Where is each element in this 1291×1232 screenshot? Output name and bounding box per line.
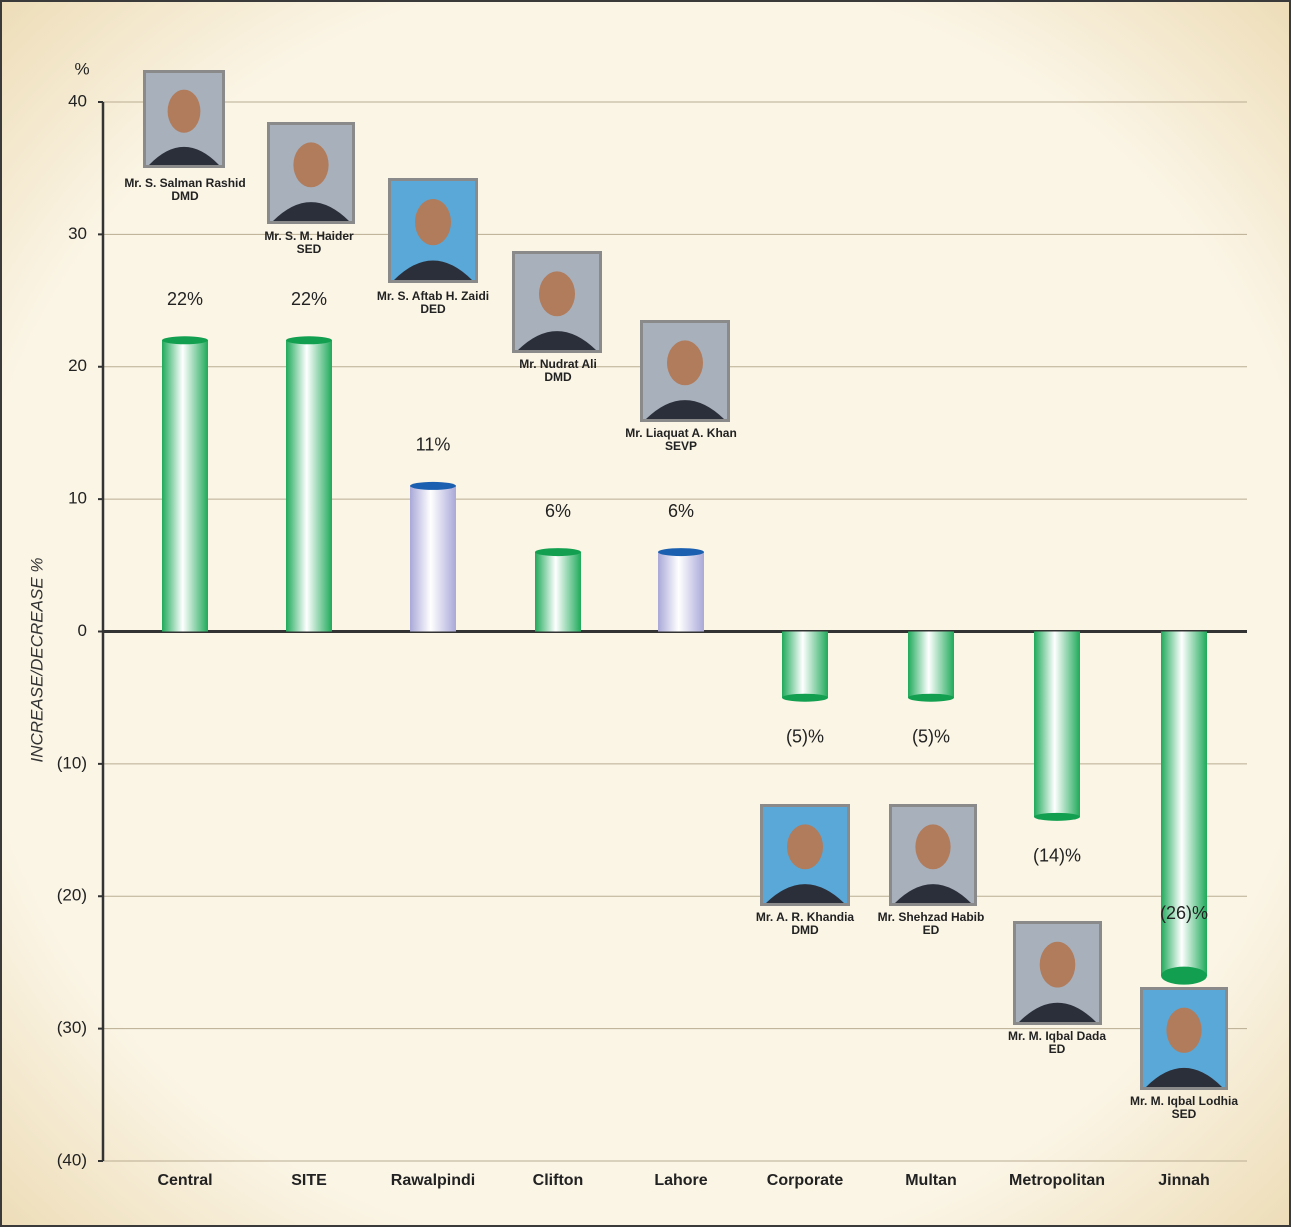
annotation-name: Mr. M. Iqbal Dada bbox=[1008, 1029, 1106, 1043]
bar-cap bbox=[658, 548, 704, 556]
value-label: 6% bbox=[545, 501, 571, 521]
portrait-face bbox=[1040, 942, 1076, 988]
y-tick-label: (40) bbox=[57, 1150, 87, 1169]
value-label: (5)% bbox=[786, 726, 824, 746]
bar bbox=[782, 632, 828, 698]
chart: % INCREASE/DECREASE % (40) (30) (20) (10) 0 1… bbox=[0, 0, 1291, 1227]
y-unit: % bbox=[74, 59, 89, 78]
value-label: 11% bbox=[416, 435, 451, 455]
annotation-title: DED bbox=[420, 302, 446, 316]
annotation-title: ED bbox=[1049, 1042, 1066, 1056]
value-label: 6% bbox=[668, 501, 694, 521]
portrait-face bbox=[539, 271, 575, 316]
bar-cap bbox=[410, 482, 456, 490]
value-label: 22% bbox=[291, 289, 327, 309]
value-label: (26)% bbox=[1160, 903, 1208, 923]
annotation-name: Mr. M. Iqbal Lodhia bbox=[1130, 1094, 1238, 1108]
y-axis-label: INCREASE/DECREASE % bbox=[27, 558, 46, 763]
bar-cap bbox=[1034, 813, 1080, 821]
annotation-title: DMD bbox=[791, 923, 819, 937]
x-tick-label: Clifton bbox=[533, 1172, 584, 1189]
value-label: (5)% bbox=[912, 726, 950, 746]
bar bbox=[908, 632, 954, 698]
bar bbox=[410, 486, 456, 632]
y-tick-label: 0 bbox=[78, 621, 87, 640]
portrait-face bbox=[1166, 1008, 1201, 1053]
bar-cap bbox=[162, 336, 208, 344]
x-tick-label: Corporate bbox=[767, 1172, 844, 1189]
y-tick-label: (20) bbox=[57, 886, 87, 905]
y-tick-label: 40 bbox=[68, 91, 87, 110]
x-tick-label: Metropolitan bbox=[1009, 1172, 1105, 1189]
x-tick-label: Jinnah bbox=[1158, 1172, 1210, 1189]
bar-cap bbox=[908, 694, 954, 702]
portrait-face bbox=[787, 824, 823, 869]
annotation-name: Mr. S. M. Haider bbox=[264, 229, 354, 243]
bar bbox=[286, 340, 332, 631]
portrait-face bbox=[168, 90, 201, 133]
annotation-title: SEVP bbox=[665, 439, 697, 453]
annotation-name: Mr. Nudrat Ali bbox=[519, 357, 597, 371]
annotation-title: SED bbox=[1172, 1107, 1197, 1121]
annotation-name: Mr. S. Aftab H. Zaidi bbox=[377, 289, 489, 303]
annotation-title: SED bbox=[297, 242, 322, 256]
portrait-face bbox=[915, 824, 950, 869]
y-tick-label: (10) bbox=[57, 753, 87, 772]
annotation-name: Mr. S. Salman Rashid bbox=[124, 176, 245, 190]
x-tick-label: Multan bbox=[905, 1172, 957, 1189]
bar bbox=[1034, 632, 1080, 817]
bar bbox=[1161, 632, 1207, 976]
portrait-face bbox=[415, 199, 451, 245]
y-tick-label: 30 bbox=[68, 224, 87, 243]
portrait-face bbox=[293, 142, 328, 187]
x-tick-label: Lahore bbox=[654, 1172, 707, 1189]
value-label: (14)% bbox=[1033, 846, 1081, 866]
annotation-title: ED bbox=[923, 923, 940, 937]
bar-cap bbox=[286, 336, 332, 344]
bar bbox=[162, 340, 208, 631]
annotation-name: Mr. Shehzad Habib bbox=[878, 910, 985, 924]
annotation-title: DMD bbox=[171, 189, 199, 203]
annotation-name: Mr. A. R. Khandia bbox=[756, 910, 855, 924]
portrait-face bbox=[667, 340, 703, 385]
x-tick-label: SITE bbox=[291, 1172, 327, 1189]
annotation-title: DMD bbox=[544, 370, 572, 384]
bar-cap bbox=[535, 548, 581, 556]
bar bbox=[658, 552, 704, 631]
x-tick-label: Rawalpindi bbox=[391, 1172, 475, 1189]
y-tick-label: 10 bbox=[68, 489, 87, 508]
x-tick-label: Central bbox=[157, 1172, 212, 1189]
bar-cap bbox=[1161, 967, 1207, 985]
bar bbox=[535, 552, 581, 631]
annotation-name: Mr. Liaquat A. Khan bbox=[625, 426, 737, 440]
value-label: 22% bbox=[167, 289, 203, 309]
y-tick-label: (30) bbox=[57, 1018, 87, 1037]
bar-cap bbox=[782, 694, 828, 702]
y-tick-label: 20 bbox=[68, 356, 87, 375]
